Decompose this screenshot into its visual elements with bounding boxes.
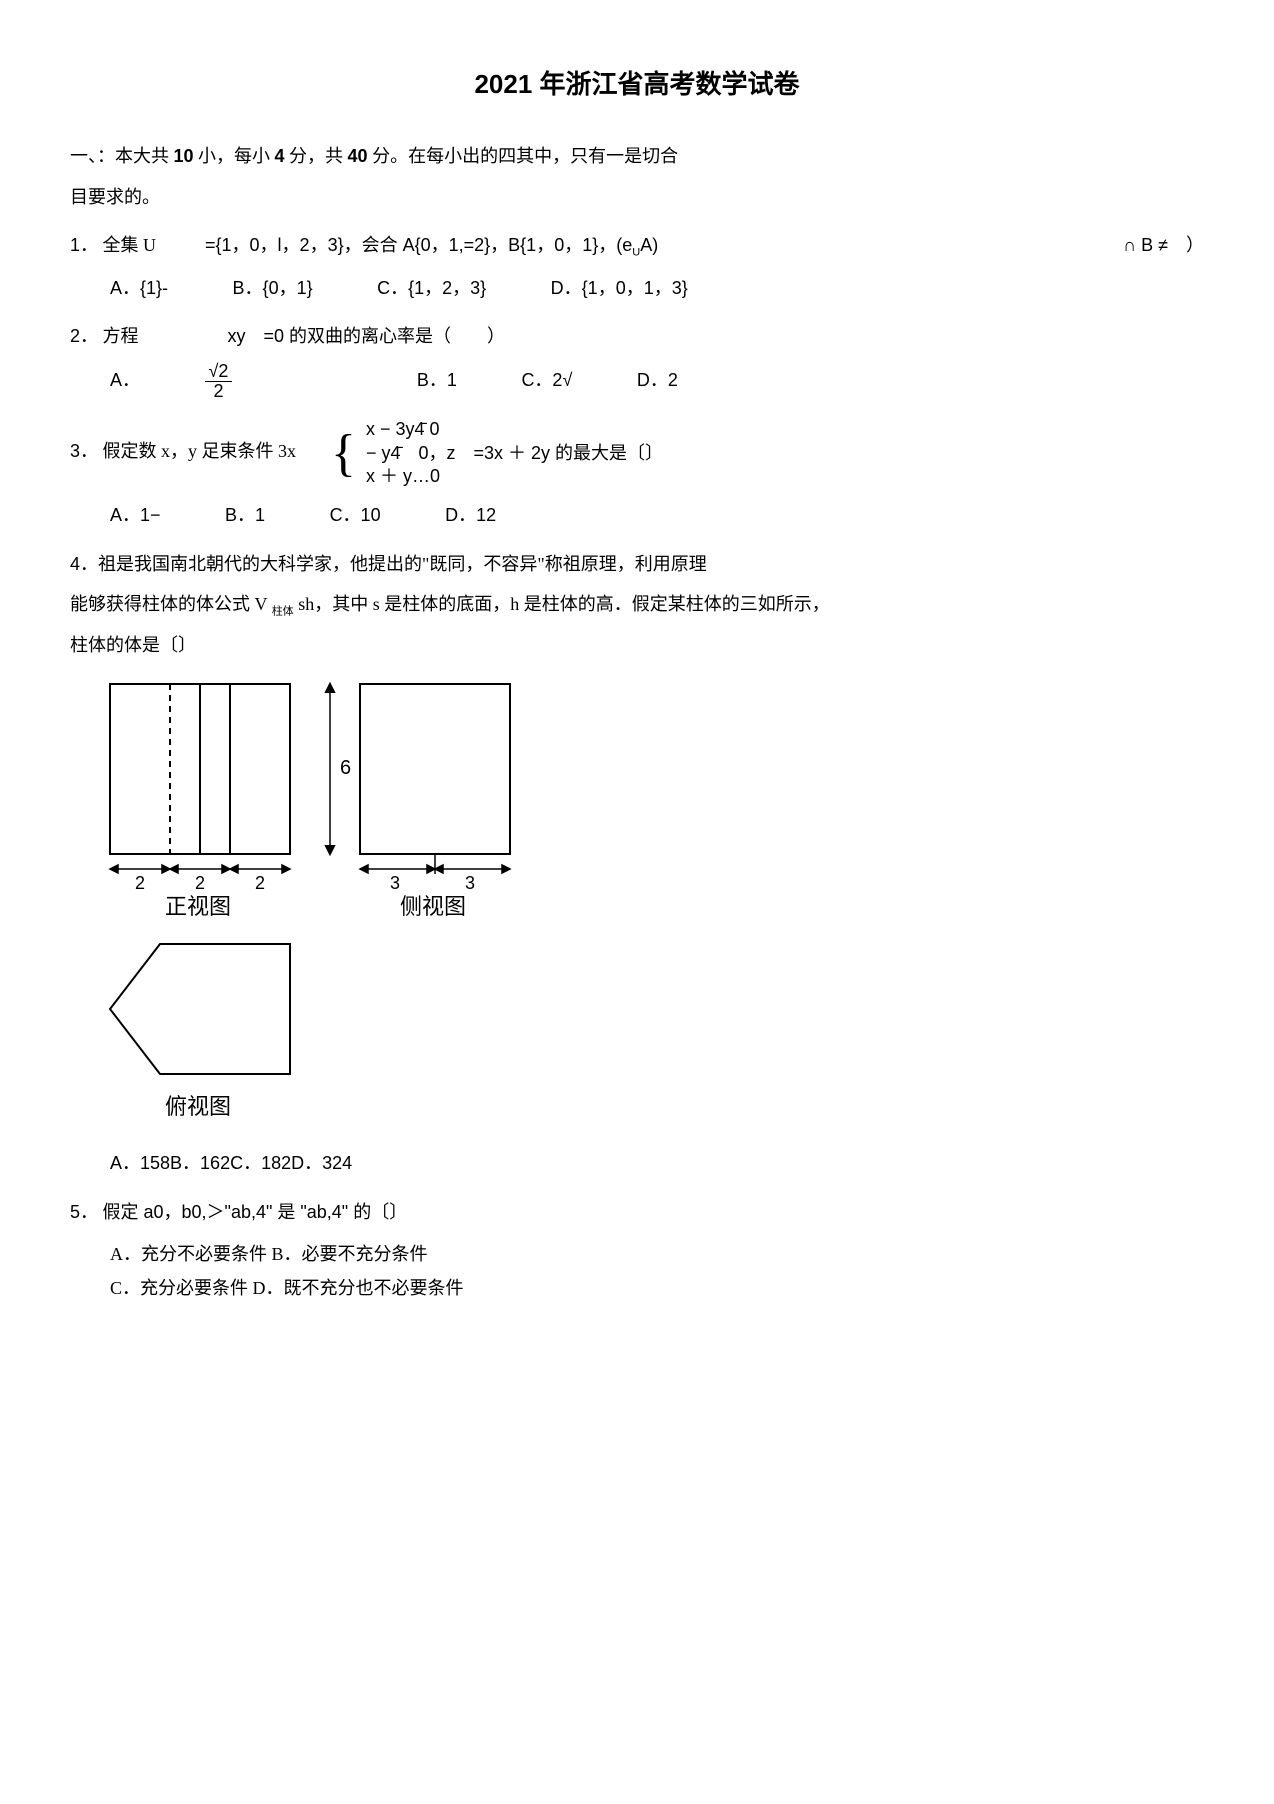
q4-three-views-figure: 2 2 2 正视图 6 3 3 侧视图 [100,674,520,1134]
q2-pre: 方程 [103,326,139,346]
q2-options: A． √2 2 B．1 C．2√ D．2 [110,362,1204,403]
q3-opt-b: B．1 [225,498,265,532]
q1-num: 1． [70,235,98,255]
q4-l1: 祖是我国南北朝代的大科学家，他提出的"既同，不容异"称祖原理，利用原理 [98,554,707,574]
q1-pre: 全集 U [103,235,157,255]
question-1: 1． 全集 U ={1，0，l，2，3}，会合 A{0，1,=2}，B{1，0，… [70,228,1204,306]
q2-opt-a-frac: √2 2 [205,362,293,403]
q5-opts-l1: A．充分不必要条件 B．必要不充分条件 [110,1237,1204,1271]
q2-opt-c: C．2√ [521,363,572,397]
side-view-label: 侧视图 [400,894,466,919]
q1-opt-a: A．{1}- [110,271,168,305]
q1-options: A．{1}- B．{0，1} C．{1，2，3} D．{1，0，1，3} [110,271,1204,305]
q2-num: 2． [70,326,98,346]
q4-options: A．158B．162C．182D．324 [110,1146,1204,1180]
top-view-label: 俯视图 [165,1094,231,1119]
q3-opt-c: C．10 [330,498,381,532]
q2-opt-a-label: A． [110,363,140,397]
side-dim-1: 3 [390,873,400,893]
q3-options: A．1− B．1 C．10 D．12 [110,498,1204,532]
front-dim-2: 2 [195,873,205,893]
q1-opt-d: D．{1，0，1，3} [551,271,688,305]
intro-text-c: 分，共 [285,146,348,166]
q1-subU: U [632,246,640,258]
q2-opt-a-num: √2 [205,362,233,383]
question-4: 4．祖是我国南北朝代的大科学家，他提出的"既同，不容异"称祖原理，利用原理 能够… [70,547,1204,1181]
front-view-label: 正视图 [165,894,231,919]
q4-l2sub: 柱体 [272,605,294,617]
q5-opts-l2: C．充分必要条件 D．既不充分也不必要条件 [110,1271,1204,1305]
side-height: 6 [340,757,351,779]
q3-pre: 假定数 x，y 足束条件 3x [103,441,297,461]
q3-sys-l3: x ＋ y…0 [366,465,663,488]
q1-opt-b: B．{0，1} [233,271,313,305]
page-title: 2021 年浙江省高考数学试卷 [70,60,1204,109]
q3-num: 3． [70,441,98,461]
q3-opt-a: A．1− [110,498,161,532]
q3-system: { x − 3y4̄ 0 − y4̄ 0，z =3x ＋ 2y 的最大是〔〕 x… [325,416,669,490]
q5-body: 假定 a0，b0,＞"ab,4" 是 "ab,4" 的〔〕 [103,1202,408,1222]
q5-num: 5． [70,1202,98,1222]
q1-tail: ∩ B ≠ ） [1123,228,1204,262]
question-3: 3． 假定数 x，y 足束条件 3x { x − 3y4̄ 0 − y4̄ 0，… [70,416,1204,532]
q3-sys-l2: − y4̄ 0，z =3x ＋ 2y 的最大是〔〕 [366,442,663,465]
intro-each: 4 [275,146,285,166]
q1-body2: A) [640,235,658,255]
q1-body: ={1，0，l，2，3}，会合 A{0，1,=2}，B{1，0，1}，(e [205,235,632,255]
q2-mid: xy =0 的双曲的离心率是（ ） [228,326,506,346]
q2-opt-a-den: 2 [205,382,233,402]
q1-opt-c: C．{1，2，3} [377,271,486,305]
q3-opt-d: D．12 [445,498,496,532]
left-brace-icon: { [331,425,356,482]
intro-text-a: 一、：本大共 [70,146,174,166]
intro-total: 40 [348,146,368,166]
q2-opt-a: A． √2 2 [110,362,352,403]
front-dim-1: 2 [135,873,145,893]
q2-opt-b: B．1 [417,363,457,397]
q5-options: A．充分不必要条件 B．必要不充分条件 C．充分必要条件 D．既不充分也不必要条… [110,1237,1204,1305]
intro-text-b: 小，每小 [194,146,275,166]
q3-sys-l1: x − 3y4̄ 0 [366,418,663,441]
q4-l2a: 能够获得柱体的体公式 V [70,594,272,614]
question-2: 2． 方程 xy =0 的双曲的离心率是（ ） A． √2 2 B．1 C．2√… [70,319,1204,402]
question-5: 5． 假定 a0，b0,＞"ab,4" 是 "ab,4" 的〔〕 A．充分不必要… [70,1195,1204,1306]
intro-text-d: 分。在每小出的四其中，只有一是切合 [368,146,679,166]
front-dim-3: 2 [255,873,265,893]
section-intro-line2: 目要求的。 [70,180,1204,214]
q2-opt-d: D．2 [637,363,678,397]
q4-l2b: sh，其中 s 是柱体的底面，h 是柱体的高．假定某柱体的三如所示， [294,594,830,614]
q4-num: 4． [70,554,98,574]
q4-opts-line: A．158B．162C．182D．324 [110,1146,352,1180]
side-dim-2: 3 [465,873,475,893]
intro-count: 10 [174,146,194,166]
q4-l3: 柱体的体是〔〕 [70,628,1204,662]
section-intro-line1: 一、：本大共 10 小，每小 4 分，共 40 分。在每小出的四其中，只有一是切… [70,139,1204,173]
